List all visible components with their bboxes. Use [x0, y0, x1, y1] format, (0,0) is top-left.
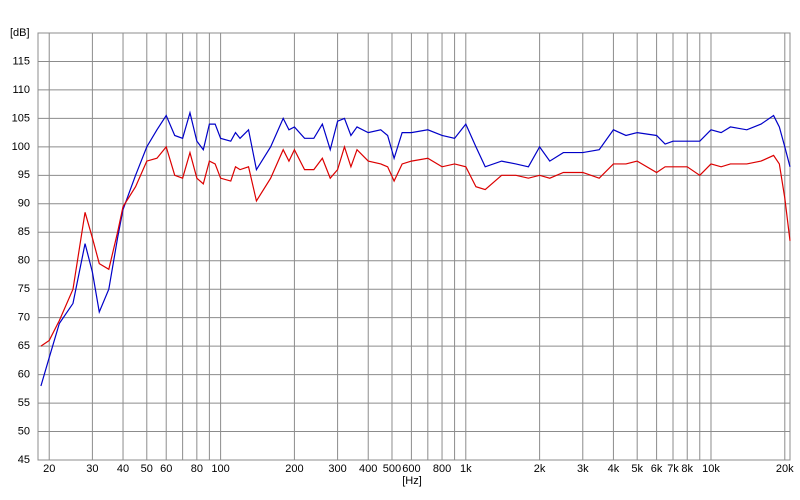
y-tick-label: 95 — [18, 169, 30, 181]
x-tick-label: 100 — [211, 463, 229, 475]
x-tick-label: 30 — [86, 463, 98, 475]
x-tick-label: 6k — [651, 463, 663, 475]
x-tick-label: 800 — [433, 463, 451, 475]
x-tick-label: 400 — [359, 463, 377, 475]
y-axis-label: [dB] — [10, 27, 30, 39]
y-tick-label: 90 — [18, 198, 30, 210]
y-tick-label: 55 — [18, 397, 30, 409]
x-tick-label: 40 — [117, 463, 129, 475]
plot-frame — [37, 32, 791, 461]
y-tick-label: 50 — [18, 425, 30, 437]
x-tick-label: 5k — [631, 463, 643, 475]
x-tick-label: 7k — [667, 463, 679, 475]
x-tick-label: 1k — [460, 463, 472, 475]
y-tick-label: 85 — [18, 226, 30, 238]
y-tick-label: 45 — [18, 454, 30, 466]
series-line — [40, 144, 791, 347]
x-axis-label: [Hz] — [402, 475, 422, 487]
x-tick-label: 80 — [191, 463, 203, 475]
y-tick-label: 105 — [12, 112, 30, 124]
x-tick-label: 10k — [702, 463, 720, 475]
x-tick-label: 60 — [160, 463, 172, 475]
y-tick-label: 60 — [18, 369, 30, 381]
x-tick-label: 500 — [383, 463, 401, 475]
x-tick-label: 3k — [577, 463, 589, 475]
x-tick-label: 20k — [776, 463, 794, 475]
y-tick-label: 100 — [12, 141, 30, 153]
x-tick-label: 8k — [681, 463, 693, 475]
y-tick-label: 65 — [18, 340, 30, 352]
x-tick-label: 50 — [141, 463, 153, 475]
x-tick-label: 2k — [534, 463, 546, 475]
y-tick-label: 115 — [12, 55, 30, 67]
y-tick-label: 75 — [18, 283, 30, 295]
y-tick-label: 110 — [12, 84, 30, 96]
x-tick-label: 4k — [608, 463, 620, 475]
x-tick-label: 600 — [402, 463, 420, 475]
y-tick-label: 80 — [18, 255, 30, 267]
x-tick-label: 200 — [285, 463, 303, 475]
x-tick-label: 20 — [43, 463, 55, 475]
y-tick-label: 70 — [18, 312, 30, 324]
series-line — [40, 110, 791, 387]
x-tick-label: 300 — [328, 463, 346, 475]
